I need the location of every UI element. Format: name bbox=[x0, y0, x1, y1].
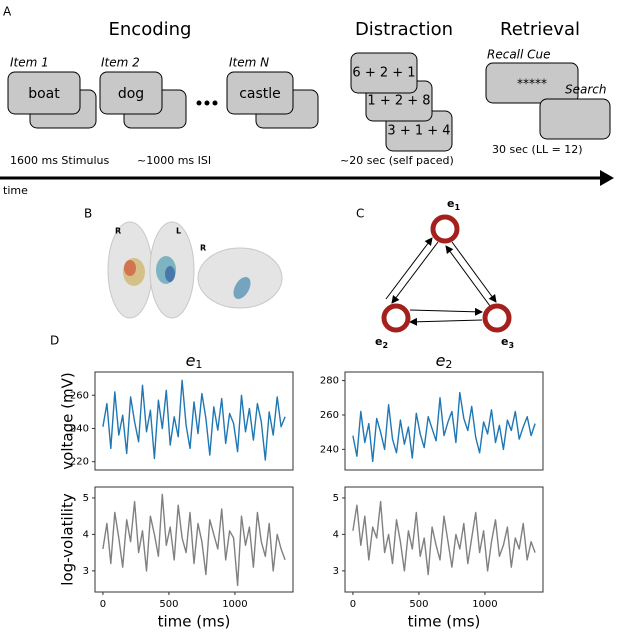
plot-frame bbox=[344, 486, 544, 593]
plot-area bbox=[102, 379, 286, 461]
brain-side bbox=[197, 247, 283, 309]
problem: 6 + 2 + 1 bbox=[352, 66, 415, 81]
card bbox=[539, 98, 611, 140]
plot-area bbox=[352, 391, 536, 463]
title-base: e bbox=[186, 351, 196, 370]
edges bbox=[385, 237, 497, 326]
x-axis-label: time (ms) bbox=[408, 613, 481, 631]
card bbox=[99, 71, 163, 115]
problem: 3 + 1 + 4 bbox=[387, 124, 450, 139]
card bbox=[350, 52, 418, 94]
item-label: Item 2 bbox=[101, 56, 140, 70]
plot-area bbox=[102, 493, 286, 587]
chart-title: e1 bbox=[186, 351, 203, 372]
line-series bbox=[352, 500, 536, 576]
y-tick-label: 260 bbox=[320, 410, 339, 421]
timing-label: 1600 ms Stimulus bbox=[10, 154, 110, 167]
timing-label: ~1000 ms ISI bbox=[137, 154, 211, 167]
title-base: e bbox=[436, 351, 446, 370]
node-label: e1 bbox=[447, 197, 460, 212]
line-series bbox=[102, 493, 286, 587]
x-tick-label: 500 bbox=[409, 599, 428, 610]
item-word: boat bbox=[28, 86, 60, 102]
panel-label: A bbox=[3, 5, 12, 19]
chart-title: e2 bbox=[436, 351, 453, 372]
x-tick-label: 1000 bbox=[222, 599, 247, 610]
y-tick-label: 3 bbox=[333, 566, 339, 577]
y-tick-label: 5 bbox=[83, 493, 89, 504]
timing-label: 30 sec (LL = 12) bbox=[492, 143, 583, 156]
x-tick-label: 0 bbox=[100, 599, 106, 610]
y-tick-label: 4 bbox=[83, 529, 89, 540]
item-label: Item 1 bbox=[10, 56, 49, 70]
section-title: Retrieval bbox=[500, 19, 580, 40]
line-series bbox=[102, 379, 286, 461]
panel-label: D bbox=[50, 334, 59, 348]
brain-label: R bbox=[200, 244, 206, 253]
ellipsis-dot bbox=[212, 100, 218, 106]
y-tick-label: 240 bbox=[70, 423, 89, 434]
card bbox=[485, 62, 579, 104]
y-tick-label: 220 bbox=[70, 457, 89, 468]
cue-label: Recall Cue bbox=[487, 48, 551, 62]
item-word: castle bbox=[239, 86, 281, 102]
card bbox=[226, 71, 294, 115]
item-label: Item N bbox=[229, 56, 269, 70]
card bbox=[7, 71, 81, 115]
brain-label: R bbox=[115, 227, 121, 236]
node bbox=[482, 303, 512, 333]
section-title: Encoding bbox=[109, 19, 192, 40]
x-tick-label: 0 bbox=[350, 599, 356, 610]
timeline-label: time bbox=[3, 184, 28, 197]
item-word: dog bbox=[118, 86, 144, 102]
panel-label: C bbox=[356, 207, 364, 221]
problem: 1 + 2 + 8 bbox=[367, 94, 430, 109]
y-axis-label: voltage (mV) bbox=[59, 372, 77, 469]
y-tick-label: 5 bbox=[333, 493, 339, 504]
x-tick-label: 500 bbox=[159, 599, 178, 610]
brain-label: L bbox=[176, 227, 181, 236]
plot-frame bbox=[94, 371, 294, 471]
plot-area bbox=[352, 500, 536, 576]
timing-label: ~20 sec (self paced) bbox=[340, 154, 454, 167]
node-label: e2 bbox=[375, 335, 388, 350]
y-tick-label: 4 bbox=[333, 529, 339, 540]
timeline-head bbox=[600, 170, 614, 186]
ellipsis-dot bbox=[196, 100, 202, 106]
y-tick-label: 240 bbox=[320, 444, 339, 455]
brain-top bbox=[107, 221, 195, 319]
node-label: e3 bbox=[501, 335, 514, 350]
y-tick-label: 260 bbox=[70, 390, 89, 401]
panel-label: B bbox=[84, 207, 92, 221]
y-tick-label: 3 bbox=[83, 566, 89, 577]
node bbox=[381, 303, 411, 333]
ellipsis-dot bbox=[204, 100, 210, 106]
node bbox=[430, 214, 460, 244]
plot-frame bbox=[344, 371, 544, 471]
y-tick-label: 280 bbox=[320, 376, 339, 387]
plot-frame bbox=[94, 486, 294, 593]
y-axis-label: log-volatility bbox=[59, 493, 77, 586]
x-tick-label: 1000 bbox=[472, 599, 497, 610]
cue: ***** bbox=[517, 77, 547, 91]
title-subscript: 1 bbox=[195, 358, 202, 371]
search-label: Search bbox=[565, 83, 607, 97]
section-title: Distraction bbox=[355, 19, 453, 40]
title-subscript: 2 bbox=[445, 358, 452, 371]
x-axis-label: time (ms) bbox=[158, 613, 231, 631]
line-series bbox=[352, 391, 536, 463]
